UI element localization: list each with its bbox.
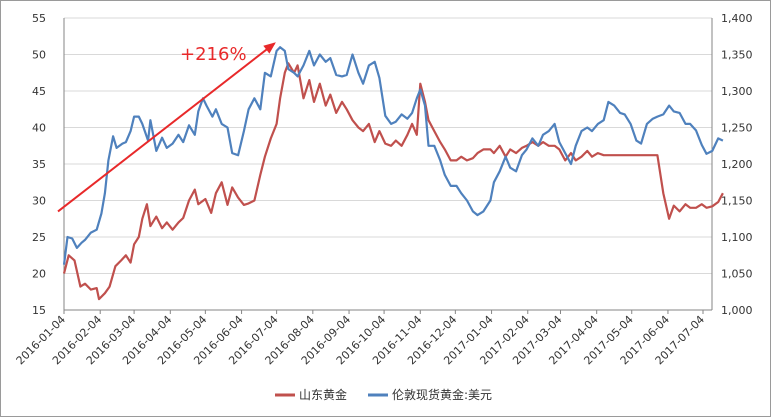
right-y-tick-label: 1,250 (721, 122, 753, 135)
annotation-label: +216% (180, 44, 247, 65)
left-y-tick-label: 45 (32, 85, 46, 98)
left-y-tick-label: 40 (32, 122, 46, 135)
annotation-arrowhead (263, 42, 276, 54)
right-y-tick-label: 1,100 (721, 231, 753, 244)
left-y-axis-tick-labels: 15 20 25 30 35 40 45 50 55 (32, 12, 46, 317)
right-y-tick-label: 1,050 (721, 268, 753, 281)
series-line (62, 46, 724, 265)
left-y-tick-label: 25 (32, 231, 46, 244)
gridlines (64, 17, 712, 311)
legend: 山东黄金 伦敦现货黄金:美元 (275, 387, 492, 402)
left-y-tick-label: 35 (32, 158, 46, 171)
annotation-arrow (57, 42, 275, 213)
right-y-tick-label: 1,200 (721, 158, 753, 171)
left-y-tick-label: 20 (32, 268, 46, 281)
right-y-tick-label: 1,000 (721, 304, 753, 317)
left-y-tick-label: 50 (32, 49, 46, 62)
legend-label: 伦敦现货黄金:美元 (392, 387, 492, 402)
right-y-tick-label: 1,350 (721, 49, 753, 62)
growth-annotation: +216% (57, 42, 276, 213)
x-axis-tick-labels: 2016-01-042016-02-042016-03-042016-04-04… (14, 310, 707, 367)
right-y-tick-label: 1,300 (721, 85, 753, 98)
legend-label: 山东黄金 (299, 387, 347, 402)
series-lines (62, 46, 724, 301)
series-line (62, 62, 724, 301)
right-y-tick-label: 1,400 (721, 12, 753, 25)
right-y-tick-label: 1,150 (721, 195, 753, 208)
left-y-tick-label: 15 (32, 304, 46, 317)
left-y-tick-label: 55 (32, 12, 46, 25)
right-y-axis-tick-labels: 1,000 1,050 1,100 1,150 1,200 1,250 1,300 1,350… (721, 12, 753, 317)
left-y-tick-label: 30 (32, 195, 46, 208)
